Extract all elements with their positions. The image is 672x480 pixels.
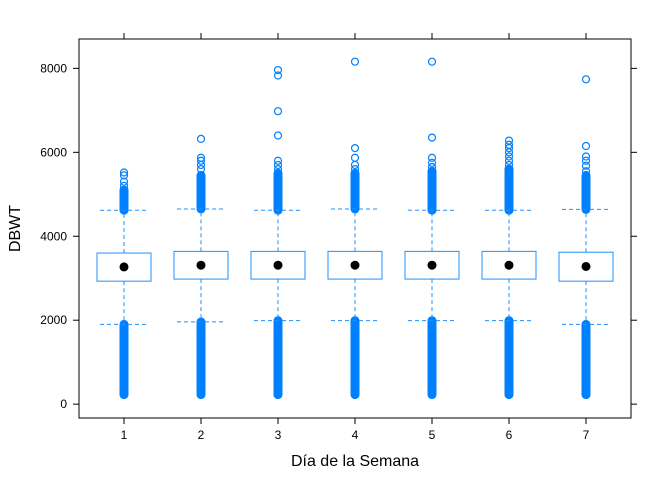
x-tick-label-2: 2: [198, 428, 205, 442]
outlier-7-1: [581, 161, 591, 170]
outlier-5-4: [427, 57, 437, 66]
outlier-3-2: [273, 156, 283, 165]
x-tick-label-3: 3: [275, 428, 282, 442]
outlier-7-2: [581, 156, 591, 165]
y-tick-label-2000: 2000: [40, 313, 67, 327]
outlier-4-1: [350, 160, 360, 170]
x-axis: 1 2 3 4 5 6 7: [121, 33, 590, 442]
y-tick-label-0: 0: [60, 397, 67, 411]
outlier-7-0: [581, 167, 591, 176]
median-3: [273, 260, 283, 270]
median-1: [119, 262, 129, 272]
x-axis-label: Día de la Semana: [291, 453, 419, 470]
box-group-5: [404, 57, 460, 400]
outlier-1-0: [119, 181, 129, 190]
outlier-3-4: [273, 107, 283, 116]
outlier-2-0: [196, 165, 206, 174]
outlier-7-5: [581, 75, 591, 84]
box-group-6: [481, 136, 537, 400]
outlier-5-2: [427, 153, 437, 162]
outlier-2-4: [196, 134, 206, 143]
box-group-1: [96, 168, 152, 400]
outlier-6-0: [504, 160, 514, 170]
box-group-2: [173, 134, 229, 400]
outlier-3-6: [273, 65, 283, 75]
outlier-4-0: [350, 165, 360, 174]
outlier-1-2: [119, 171, 129, 180]
x-tick-label-7: 7: [583, 428, 590, 442]
outlier-3-3: [273, 131, 283, 140]
outlier-3-1: [273, 160, 283, 170]
y-axis-label: DBWT: [7, 205, 24, 252]
outlier-2-3: [196, 153, 206, 162]
box-group-4: [327, 57, 383, 400]
outlier-7-4: [581, 141, 591, 151]
outlier-6-1: [504, 156, 514, 165]
outlier-2-2: [196, 156, 206, 165]
outlier-5-3: [427, 133, 437, 142]
y-tick-label-8000: 8000: [40, 61, 67, 75]
outlier-3-0: [273, 165, 283, 174]
outlier-5-0: [427, 162, 437, 172]
y-tick-label-4000: 4000: [40, 229, 67, 243]
median-4: [350, 260, 360, 270]
box-group-7: [558, 75, 614, 400]
median-5: [427, 260, 437, 270]
outlier-6-6: [504, 136, 514, 145]
x-tick-label-5: 5: [429, 428, 436, 442]
outlier-3-5: [273, 71, 283, 80]
outlier-6-2: [504, 152, 514, 161]
outlier-4-3: [350, 144, 360, 153]
median-2: [196, 260, 206, 270]
x-tick-label-4: 4: [352, 428, 359, 442]
box-series: [96, 57, 614, 400]
y-tick-label-6000: 6000: [40, 145, 67, 159]
outlier-4-2: [350, 153, 360, 162]
box-group-3: [250, 65, 306, 400]
median-6: [504, 260, 514, 270]
outlier-7-3: [581, 152, 591, 161]
y-axis: 0 2000 4000 6000 8000: [40, 61, 637, 411]
outlier-6-5: [504, 140, 514, 149]
x-tick-label-1: 1: [121, 428, 128, 442]
median-7: [581, 261, 591, 271]
x-tick-label-6: 6: [506, 428, 513, 442]
outlier-5-1: [427, 158, 437, 167]
outlier-1-1: [119, 177, 129, 186]
outlier-1-3: [119, 168, 129, 177]
outlier-4-4: [350, 57, 360, 66]
